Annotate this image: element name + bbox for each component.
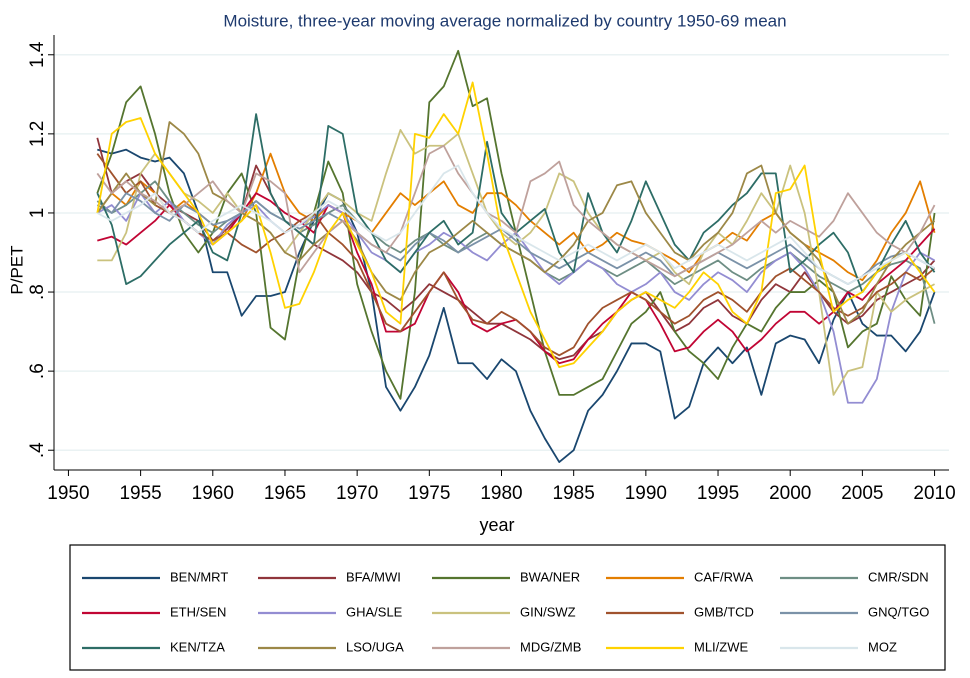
series-line xyxy=(96,164,935,286)
x-tick-label: 1995 xyxy=(697,483,739,504)
x-tick-label: 1960 xyxy=(192,483,234,504)
series-line xyxy=(97,148,936,463)
y-tick-label: .6 xyxy=(27,363,48,379)
y-tick-label: .8 xyxy=(27,284,48,300)
x-tick-label: 1980 xyxy=(480,483,522,504)
y-tick-label: .4 xyxy=(27,442,48,458)
y-tick-label: 1.4 xyxy=(27,41,48,68)
legend-label: MDG/ZMB xyxy=(520,639,581,654)
legend-label: GIN/SWZ xyxy=(520,604,576,619)
series-line xyxy=(96,144,936,278)
legend-label: GNQ/TGO xyxy=(868,604,929,619)
chart-title: Moisture, three-year moving average norm… xyxy=(223,11,786,30)
x-tick-label: 2010 xyxy=(913,483,955,504)
legend-label: BFA/MWI xyxy=(346,569,401,584)
legend-label: MOZ xyxy=(868,639,897,654)
legend-label: CMR/SDN xyxy=(868,569,929,584)
x-tick-label: 1965 xyxy=(264,483,306,504)
legend-label: LSO/UGA xyxy=(346,639,404,654)
y-axis-title: P/PET xyxy=(7,245,26,294)
legend-label: GHA/SLE xyxy=(346,604,403,619)
series-line xyxy=(96,81,936,369)
legend-label: CAF/RWA xyxy=(694,569,754,584)
legend-label: BEN/MRT xyxy=(170,569,228,584)
x-axis-title: year xyxy=(479,515,514,535)
legend-label: BWA/NER xyxy=(520,569,580,584)
series-line xyxy=(96,153,936,357)
legend-label: GMB/TCD xyxy=(694,604,754,619)
legend-box xyxy=(69,544,946,671)
x-tick-label: 1975 xyxy=(408,483,450,504)
x-tick-label: 2005 xyxy=(841,483,883,504)
x-tick-label: 1955 xyxy=(119,483,161,504)
legend-label: MLI/ZWE xyxy=(694,639,748,654)
y-tick-label: 1.2 xyxy=(27,121,48,147)
x-tick-label: 1990 xyxy=(625,483,667,504)
legend-label: ETH/SEN xyxy=(170,604,226,619)
x-tick-label: 1970 xyxy=(336,483,378,504)
series-line xyxy=(96,192,935,286)
x-tick-label: 1985 xyxy=(553,483,595,504)
x-tick-label: 2000 xyxy=(769,483,811,504)
x-tick-label: 1950 xyxy=(47,483,89,504)
y-tick-label: 1 xyxy=(27,208,48,219)
legend-label: KEN/TZA xyxy=(170,639,225,654)
